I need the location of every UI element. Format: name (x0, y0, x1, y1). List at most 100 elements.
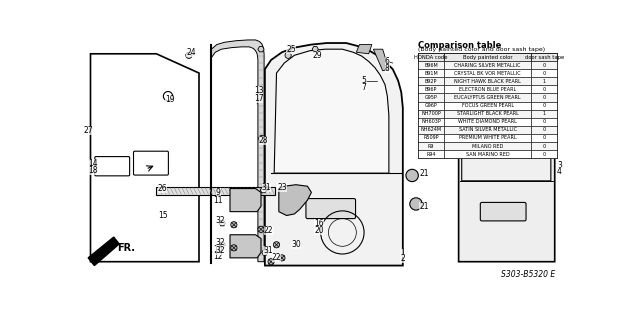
Bar (444, 118, 531, 126)
Text: CRYSTAL BK VOR METALLIC: CRYSTAL BK VOR METALLIC (454, 71, 521, 76)
Polygon shape (260, 188, 266, 193)
Polygon shape (230, 188, 261, 212)
Text: 16: 16 (314, 219, 324, 228)
Bar (531, 101, 557, 110)
Bar (418, 69, 444, 77)
Bar (418, 110, 444, 118)
Text: STARLIGHT BLACK PEARL: STARLIGHT BLACK PEARL (457, 111, 519, 116)
Text: ELECTRON BLUE PEARL: ELECTRON BLUE PEARL (459, 87, 516, 92)
Text: FOCUS GREEN PEARL: FOCUS GREEN PEARL (462, 103, 514, 108)
Bar (418, 53, 444, 61)
Text: 0: 0 (543, 135, 546, 140)
Text: 21: 21 (419, 169, 428, 178)
Bar (418, 134, 444, 142)
Bar (531, 93, 557, 101)
Text: R509P: R509P (423, 135, 439, 140)
Text: 22: 22 (264, 227, 273, 236)
Bar (418, 101, 444, 110)
Text: 5: 5 (362, 76, 367, 85)
Bar (418, 93, 444, 101)
Text: B96M: B96M (424, 63, 438, 68)
Bar (418, 150, 444, 158)
Text: 21: 21 (419, 202, 428, 211)
Text: 31: 31 (263, 246, 273, 255)
FancyBboxPatch shape (480, 203, 526, 221)
Text: CHARING SILVER METALLIC: CHARING SILVER METALLIC (454, 63, 521, 68)
Text: 26: 26 (158, 184, 167, 193)
Text: 0: 0 (543, 119, 546, 124)
Polygon shape (279, 185, 311, 215)
Text: 0: 0 (543, 127, 546, 132)
Text: 1: 1 (543, 111, 546, 116)
Text: 30: 30 (291, 240, 301, 249)
Text: WHITE DIAMOND PEARL: WHITE DIAMOND PEARL (458, 119, 517, 124)
Bar (418, 85, 444, 93)
Circle shape (231, 222, 237, 228)
Bar (531, 118, 557, 126)
Text: 32: 32 (216, 216, 225, 225)
Text: HONDA code: HONDA code (415, 55, 448, 60)
Text: SATIN SILVER METALLIC: SATIN SILVER METALLIC (459, 127, 517, 132)
Text: B91M: B91M (424, 71, 438, 76)
Text: R9: R9 (428, 143, 434, 148)
Text: 24: 24 (186, 48, 196, 57)
Polygon shape (211, 40, 264, 262)
Bar (444, 110, 531, 118)
Text: 0: 0 (543, 103, 546, 108)
Bar (531, 69, 557, 77)
Text: 15: 15 (158, 211, 167, 220)
Bar (418, 118, 444, 126)
Bar (531, 134, 557, 142)
Bar (418, 126, 444, 134)
Text: 31: 31 (262, 182, 271, 191)
Text: 2: 2 (401, 254, 405, 263)
Circle shape (258, 226, 264, 232)
Text: Comparison table: Comparison table (418, 41, 502, 50)
Bar (531, 110, 557, 118)
Polygon shape (219, 220, 225, 226)
Circle shape (406, 169, 418, 182)
Bar (531, 77, 557, 85)
Polygon shape (274, 49, 389, 173)
Polygon shape (459, 75, 555, 262)
Bar (156, 187, 275, 195)
Bar (531, 150, 557, 158)
Text: 32: 32 (216, 246, 225, 255)
Circle shape (285, 52, 292, 59)
Polygon shape (88, 237, 119, 266)
Text: 0: 0 (543, 63, 546, 68)
Text: FR.: FR. (117, 243, 136, 253)
Text: 13: 13 (254, 86, 264, 95)
Polygon shape (258, 46, 264, 52)
Text: 25: 25 (286, 45, 296, 54)
Text: 4: 4 (557, 167, 562, 176)
Bar (531, 61, 557, 69)
Polygon shape (230, 235, 261, 258)
Text: SAN MARINO RED: SAN MARINO RED (466, 152, 509, 156)
Polygon shape (219, 242, 225, 247)
Bar (444, 53, 531, 61)
Text: 0: 0 (543, 71, 546, 76)
Circle shape (410, 198, 422, 210)
Text: 27: 27 (83, 126, 93, 135)
Text: 8: 8 (385, 64, 390, 73)
Circle shape (273, 242, 280, 248)
Polygon shape (462, 79, 551, 181)
Bar (444, 85, 531, 93)
Text: 12: 12 (214, 252, 223, 261)
Text: 10: 10 (213, 245, 223, 254)
Text: 28: 28 (259, 136, 268, 145)
Text: 0: 0 (543, 143, 546, 148)
Text: door sash tape: door sash tape (524, 55, 564, 60)
Bar (444, 142, 531, 150)
Text: 22: 22 (272, 253, 281, 262)
Circle shape (279, 255, 285, 261)
Text: 7: 7 (362, 83, 367, 92)
Text: 29: 29 (313, 51, 322, 60)
Bar (444, 101, 531, 110)
Bar (444, 61, 531, 69)
Text: NH700P: NH700P (422, 111, 441, 116)
Text: 1: 1 (543, 79, 546, 84)
Bar (444, 150, 531, 158)
Bar (444, 126, 531, 134)
